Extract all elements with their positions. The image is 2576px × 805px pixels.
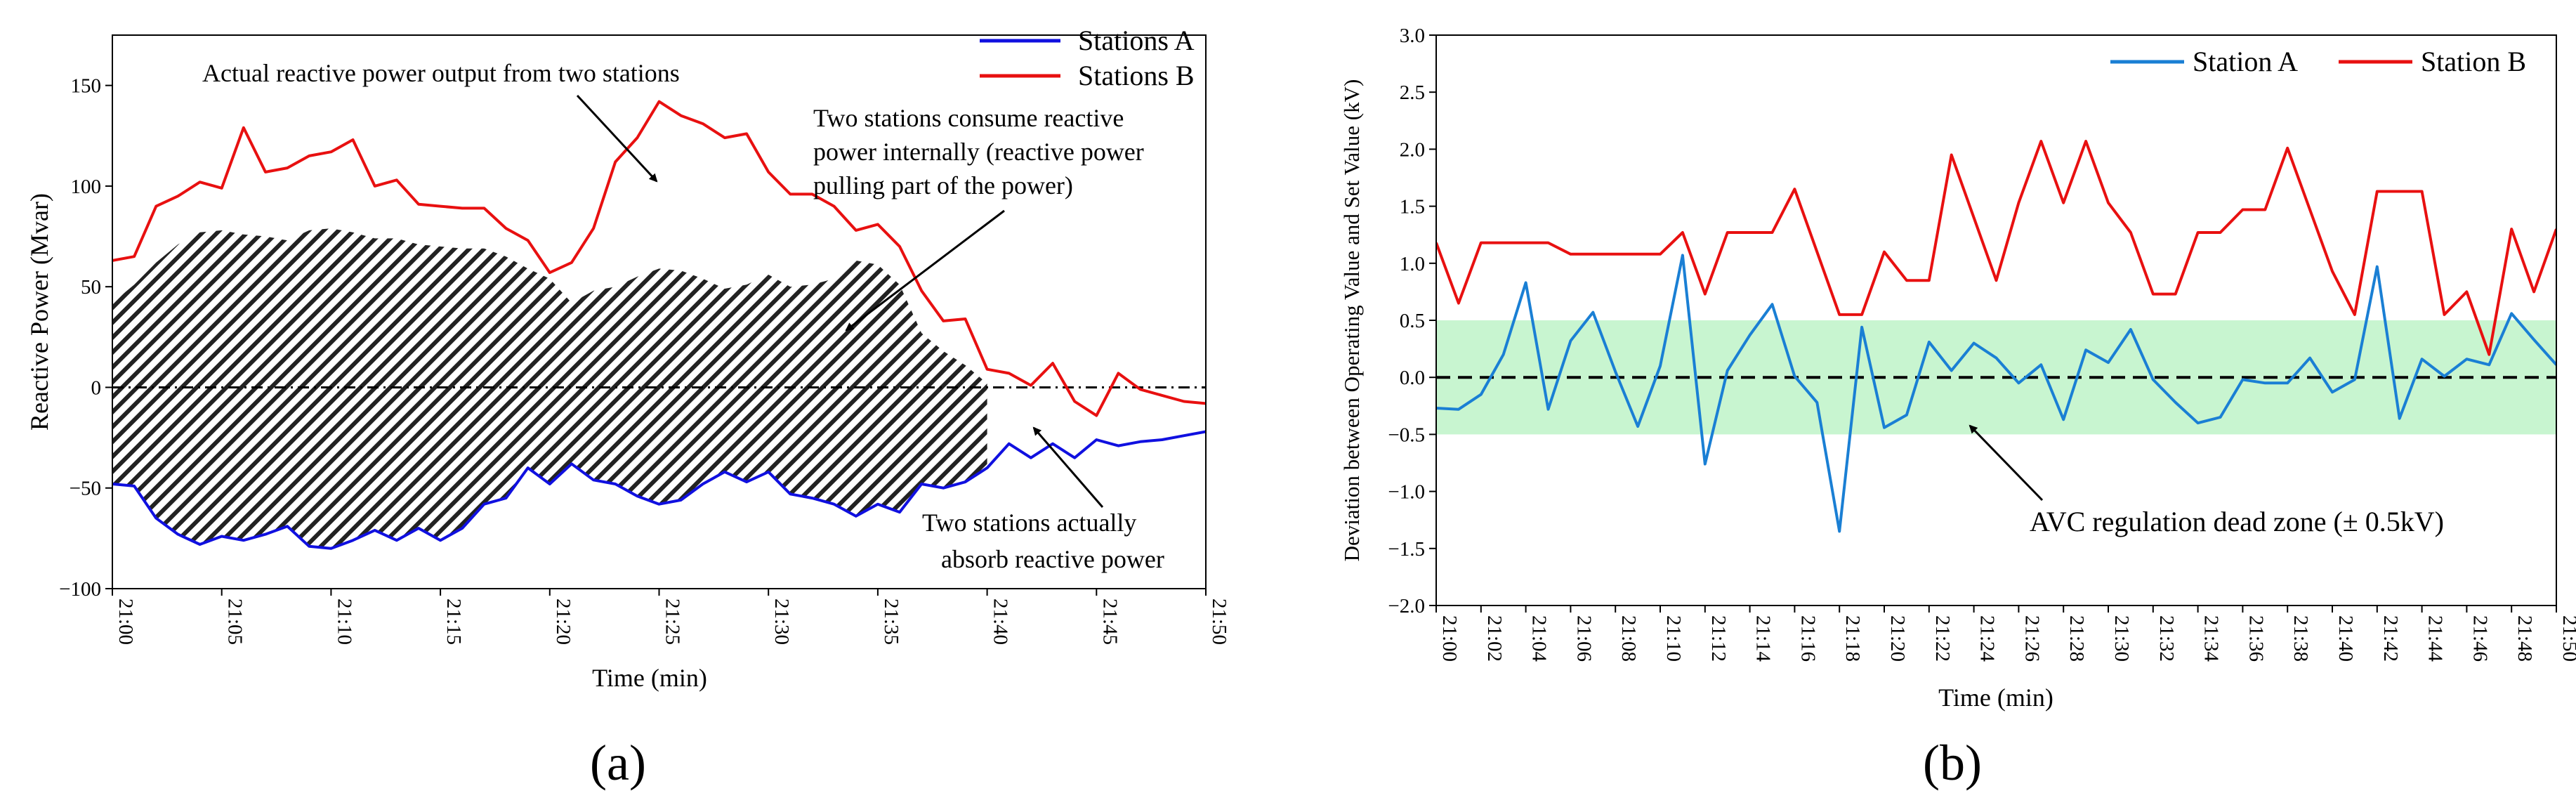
- chart-b: −2.0 −1.5 −1.0 −0.5 0.0 0.5 1.0 1.5 2.0 2.5 3.0 21…: [1339, 25, 2576, 791]
- legend-label-stations-b: Stations B: [1078, 60, 1195, 91]
- x-tick-label: 21:44: [2424, 615, 2447, 662]
- x-tick-label: 21:35: [880, 598, 902, 645]
- x-tick-label: 21:12: [1707, 615, 1730, 662]
- y-tick-label: −0.5: [1388, 424, 1425, 446]
- x-tick-label: 21:30: [2110, 615, 2133, 662]
- x-tick-label: 21:20: [1886, 615, 1909, 662]
- x-tick-label: 21:00: [1438, 615, 1461, 662]
- x-tick-label: 21:16: [1796, 615, 1819, 662]
- annotation-arrow: [1969, 424, 2044, 502]
- legend: Station A Station B: [2110, 46, 2526, 77]
- x-axis-title: Time (min): [1938, 683, 2053, 712]
- y-axis-ticks: −2.0 −1.5 −1.0 −0.5 0.0 0.5 1.0 1.5 2.0 2.5 3.0: [1388, 25, 1436, 617]
- series-line-stations-b: [112, 100, 1206, 417]
- x-tick-label: 21:45: [1098, 598, 1121, 645]
- x-tick-label: 21:40: [2334, 615, 2357, 662]
- y-tick-label: −100: [59, 578, 101, 601]
- x-tick-label: 21:32: [2155, 615, 2178, 662]
- x-tick-label: 21:38: [2289, 615, 2312, 662]
- x-tick-label: 21:36: [2245, 615, 2267, 662]
- x-axis-ticks: 21:00 21:02 21:04 21:06 21:08 21:10 21:12 21:14…: [1435, 606, 2576, 662]
- x-tick-label: 21:25: [662, 598, 684, 645]
- annotation-arrow: [576, 94, 658, 183]
- x-tick-label: 21:22: [1931, 615, 1954, 662]
- y-axis-title: Deviation between Operating Value and Se…: [1339, 79, 1364, 562]
- x-tick-label: 21:24: [1976, 615, 1999, 662]
- y-tick-label: 0.0: [1400, 367, 1425, 389]
- y-axis-ticks: −100 −50 0 50 100 150: [59, 75, 112, 601]
- annotations: AVC regulation dead zone (± 0.5kV): [1969, 424, 2444, 537]
- legend-label-station-a: Station A: [2193, 46, 2298, 77]
- panel-label-a: (a): [590, 735, 646, 791]
- x-tick-label: 21:50: [1208, 598, 1230, 645]
- annotation-absorb-line2: absorb reactive power: [941, 545, 1164, 573]
- shaded-internal-consumption: [112, 228, 987, 549]
- annotation-arrow: [845, 209, 1005, 332]
- y-tick-label: −1.0: [1388, 481, 1425, 504]
- annotation-absorb-line1: Two stations actually: [922, 509, 1136, 537]
- y-tick-label: 2.0: [1400, 138, 1425, 161]
- y-tick-label: 150: [71, 75, 102, 98]
- x-tick-label: 21:46: [2469, 615, 2491, 662]
- legend-label-stations-a: Stations A: [1078, 25, 1195, 56]
- y-tick-label: 3.0: [1400, 25, 1425, 47]
- x-tick-label: 21:08: [1617, 615, 1640, 662]
- y-tick-label: 1.5: [1400, 196, 1425, 218]
- x-tick-label: 21:48: [2513, 615, 2536, 662]
- x-tick-label: 21:10: [333, 598, 355, 645]
- annotation-actual-output: Actual reactive power output from two st…: [202, 59, 680, 87]
- x-tick-label: 21:05: [224, 598, 247, 645]
- x-tick-label: 21:15: [442, 598, 465, 645]
- x-tick-label: 21:40: [990, 598, 1012, 645]
- x-tick-label: 21:14: [1752, 615, 1775, 662]
- annotation-arrow: [1032, 426, 1104, 508]
- x-tick-label: 21:20: [552, 598, 574, 645]
- y-tick-label: 1.0: [1400, 253, 1425, 275]
- panel-label-b: (b): [1923, 735, 1982, 791]
- x-tick-label: 21:50: [2558, 615, 2576, 662]
- series-line-station-a: [1436, 254, 2556, 533]
- annotation-internal-consumption-line2: power internally (reactive power: [813, 138, 1144, 166]
- y-tick-label: 0: [91, 377, 102, 399]
- annotation-dead-zone: AVC regulation dead zone (± 0.5kV): [2030, 506, 2444, 537]
- hatched-region: [112, 228, 987, 549]
- x-tick-label: 21:34: [2200, 615, 2223, 662]
- x-tick-label: 21:30: [770, 598, 793, 645]
- y-tick-label: 50: [81, 276, 101, 299]
- x-tick-label: 21:26: [2020, 615, 2043, 662]
- x-tick-label: 21:28: [2065, 615, 2088, 662]
- x-axis-title: Time (min): [592, 664, 707, 692]
- legend: Stations A Stations B: [980, 25, 1195, 91]
- x-axis-ticks: 21:00 21:05 21:10 21:15 21:20 21:25 21:30 21:35…: [112, 589, 1230, 645]
- annotation-internal-consumption-line1: Two stations consume reactive: [813, 104, 1124, 132]
- annotation-internal-consumption-line3: pulling part of the power): [813, 171, 1073, 199]
- y-axis-title: Reactive Power (Mvar): [25, 193, 53, 431]
- y-tick-label: 100: [71, 176, 102, 198]
- legend-label-station-b: Station B: [2421, 46, 2526, 77]
- x-tick-label: 21:02: [1483, 615, 1506, 662]
- annotations: Actual reactive power output from two st…: [202, 59, 1164, 573]
- series-line-stations-a: [112, 430, 1206, 550]
- y-tick-label: −1.5: [1388, 538, 1425, 561]
- x-tick-label: 21:42: [2379, 615, 2402, 662]
- x-tick-label: 21:18: [1841, 615, 1864, 662]
- y-tick-label: 2.5: [1400, 81, 1425, 104]
- y-tick-label: 0.5: [1400, 310, 1425, 332]
- x-tick-label: 21:04: [1528, 615, 1551, 662]
- x-tick-label: 21:00: [114, 598, 137, 645]
- y-tick-label: −50: [70, 478, 101, 500]
- x-tick-label: 21:06: [1572, 615, 1595, 662]
- y-tick-label: −2.0: [1388, 595, 1425, 617]
- series-line-station-b: [1436, 140, 2556, 356]
- x-tick-label: 21:10: [1662, 615, 1685, 662]
